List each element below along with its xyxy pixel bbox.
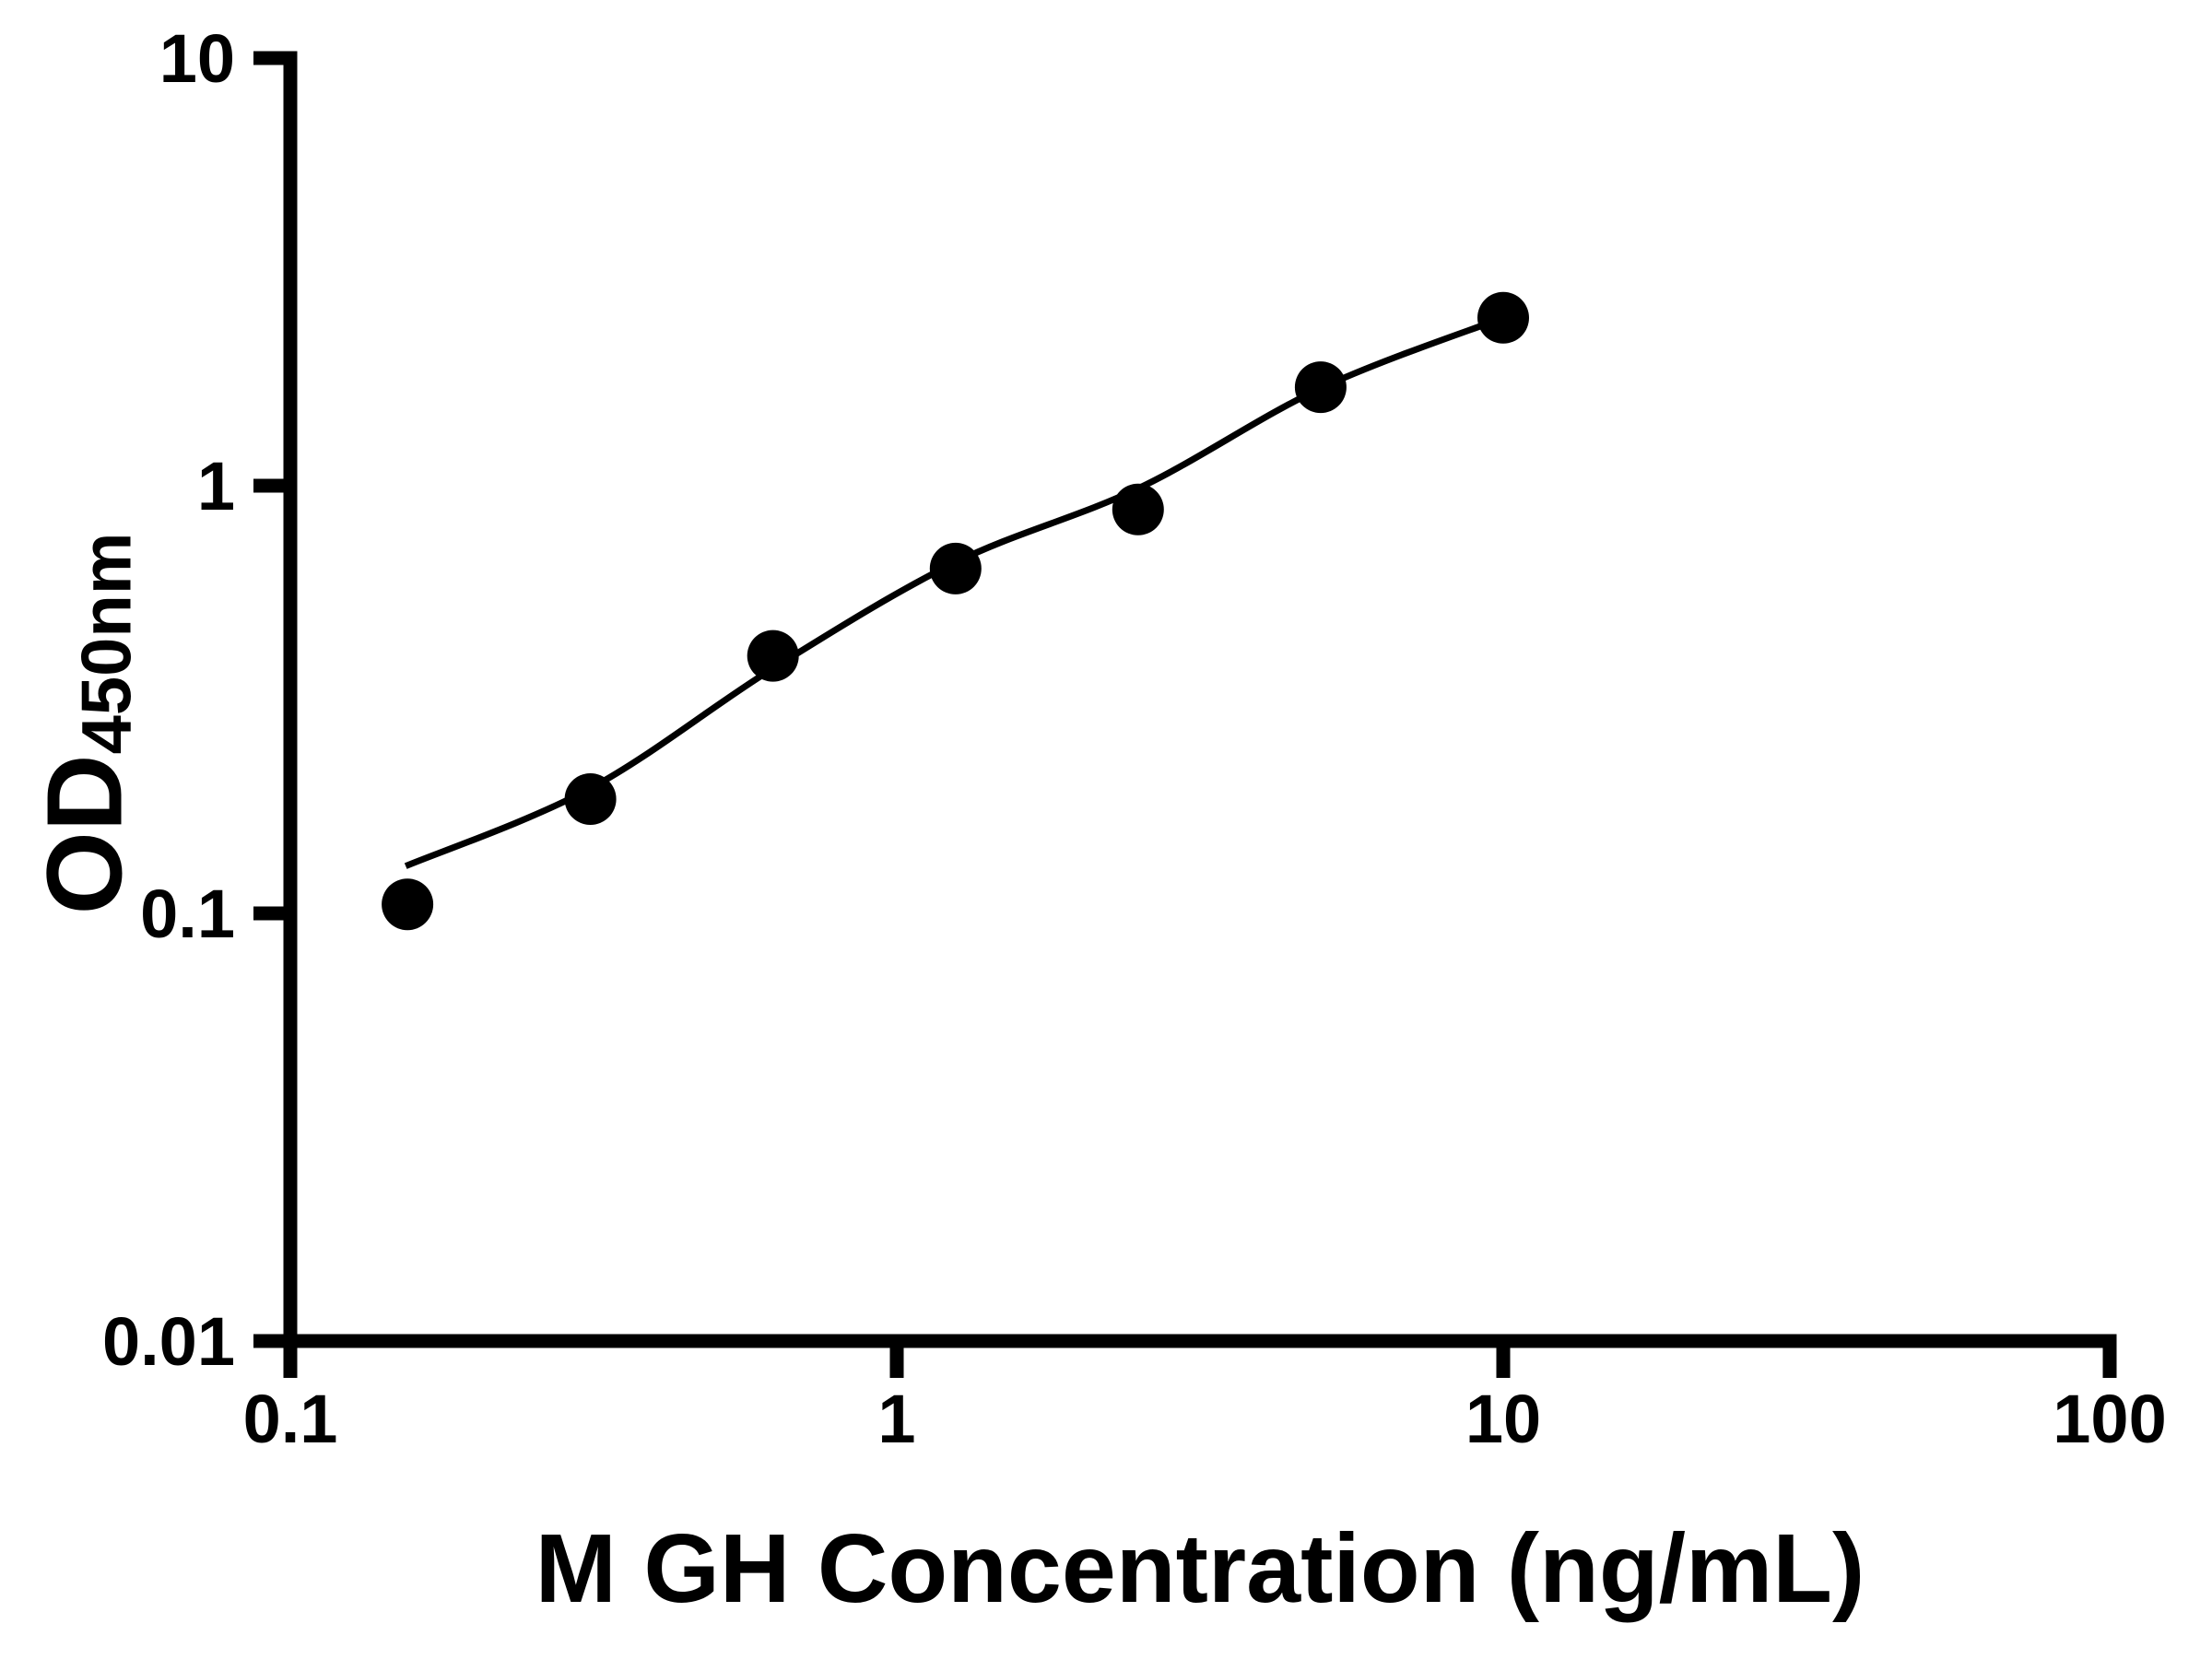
data-point xyxy=(929,542,982,594)
data-point xyxy=(382,878,434,931)
y-tick-label-1: 1 xyxy=(197,448,235,524)
data-point xyxy=(1112,483,1164,535)
data-point xyxy=(1294,361,1347,414)
y-axis-title-sub: 450nm xyxy=(67,532,147,755)
y-tick-label-0.01: 0.01 xyxy=(102,1303,235,1380)
x-tick-label-100: 100 xyxy=(2053,1381,2166,1457)
data-point xyxy=(747,629,799,682)
x-tick-label-0.1: 0.1 xyxy=(243,1381,338,1457)
y-tick-label-0.1: 0.1 xyxy=(140,876,235,952)
x-tick-label-1: 1 xyxy=(877,1381,915,1457)
y-axis-title: OD450nm xyxy=(23,533,147,915)
y-tick-label-10: 10 xyxy=(159,20,235,97)
x-tick-label-10: 10 xyxy=(1465,1381,1541,1457)
y-axis-title-main: OD xyxy=(24,754,145,915)
x-axis-title: M GH Concentration (ng/mL) xyxy=(535,1514,1865,1623)
data-point xyxy=(564,773,617,825)
data-point xyxy=(1477,291,1529,344)
